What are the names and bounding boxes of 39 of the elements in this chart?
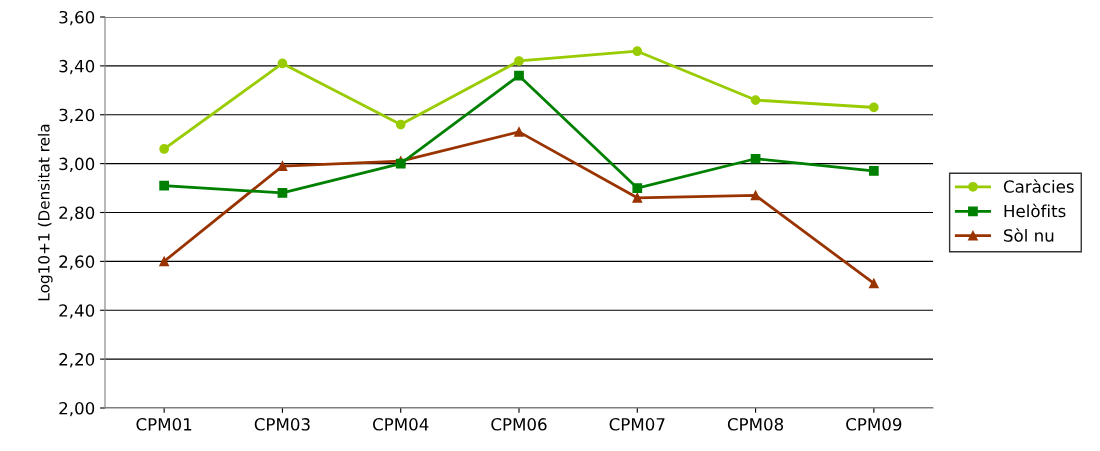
- point: [750, 95, 761, 105]
- y-tick-label: 2,40: [59, 304, 95, 319]
- y-tick-label: 2,00: [59, 401, 95, 417]
- point: [868, 166, 879, 176]
- point: [632, 192, 643, 203]
- y-tick-label: 3,20: [59, 108, 95, 124]
- point: [159, 144, 170, 154]
- x-tick-label: CPM04: [373, 418, 429, 431]
- point: [159, 180, 170, 191]
- x-tick-label: CPM06: [491, 418, 547, 431]
- point: [514, 126, 524, 137]
- point: [395, 119, 406, 130]
- y-axis-title: Log10+1 (Densitat rela: [37, 124, 53, 301]
- point: [514, 56, 524, 66]
- y-tick-label: 2,60: [59, 255, 95, 270]
- legend-label: Sòl nu: [1004, 228, 1054, 242]
- point: [750, 190, 761, 201]
- x-tick-label: CPM03: [254, 418, 310, 431]
- point: [159, 256, 170, 267]
- point: [868, 278, 879, 289]
- y-tick-label: 2,80: [59, 206, 95, 221]
- legend-label: Caràcies: [1003, 179, 1074, 193]
- y-tick-label: 3,40: [59, 59, 95, 75]
- point: [632, 183, 643, 193]
- point: [277, 58, 288, 69]
- legend-label: Helòfits: [1004, 203, 1066, 218]
- point: [277, 188, 288, 198]
- x-tick-label: CPM09: [846, 418, 902, 431]
- x-tick-label: CPM08: [727, 418, 784, 431]
- y-tick-label: 3,60: [59, 10, 95, 26]
- point: [514, 70, 524, 81]
- x-tick-label: CPM01: [136, 418, 192, 431]
- y-tick-label: 3,00: [59, 157, 95, 172]
- x-tick-label: CPM07: [609, 418, 665, 431]
- point: [632, 46, 643, 57]
- point: [868, 102, 879, 113]
- y-tick-label: 2,20: [59, 353, 95, 368]
- point: [750, 153, 761, 164]
- point: [277, 161, 288, 171]
